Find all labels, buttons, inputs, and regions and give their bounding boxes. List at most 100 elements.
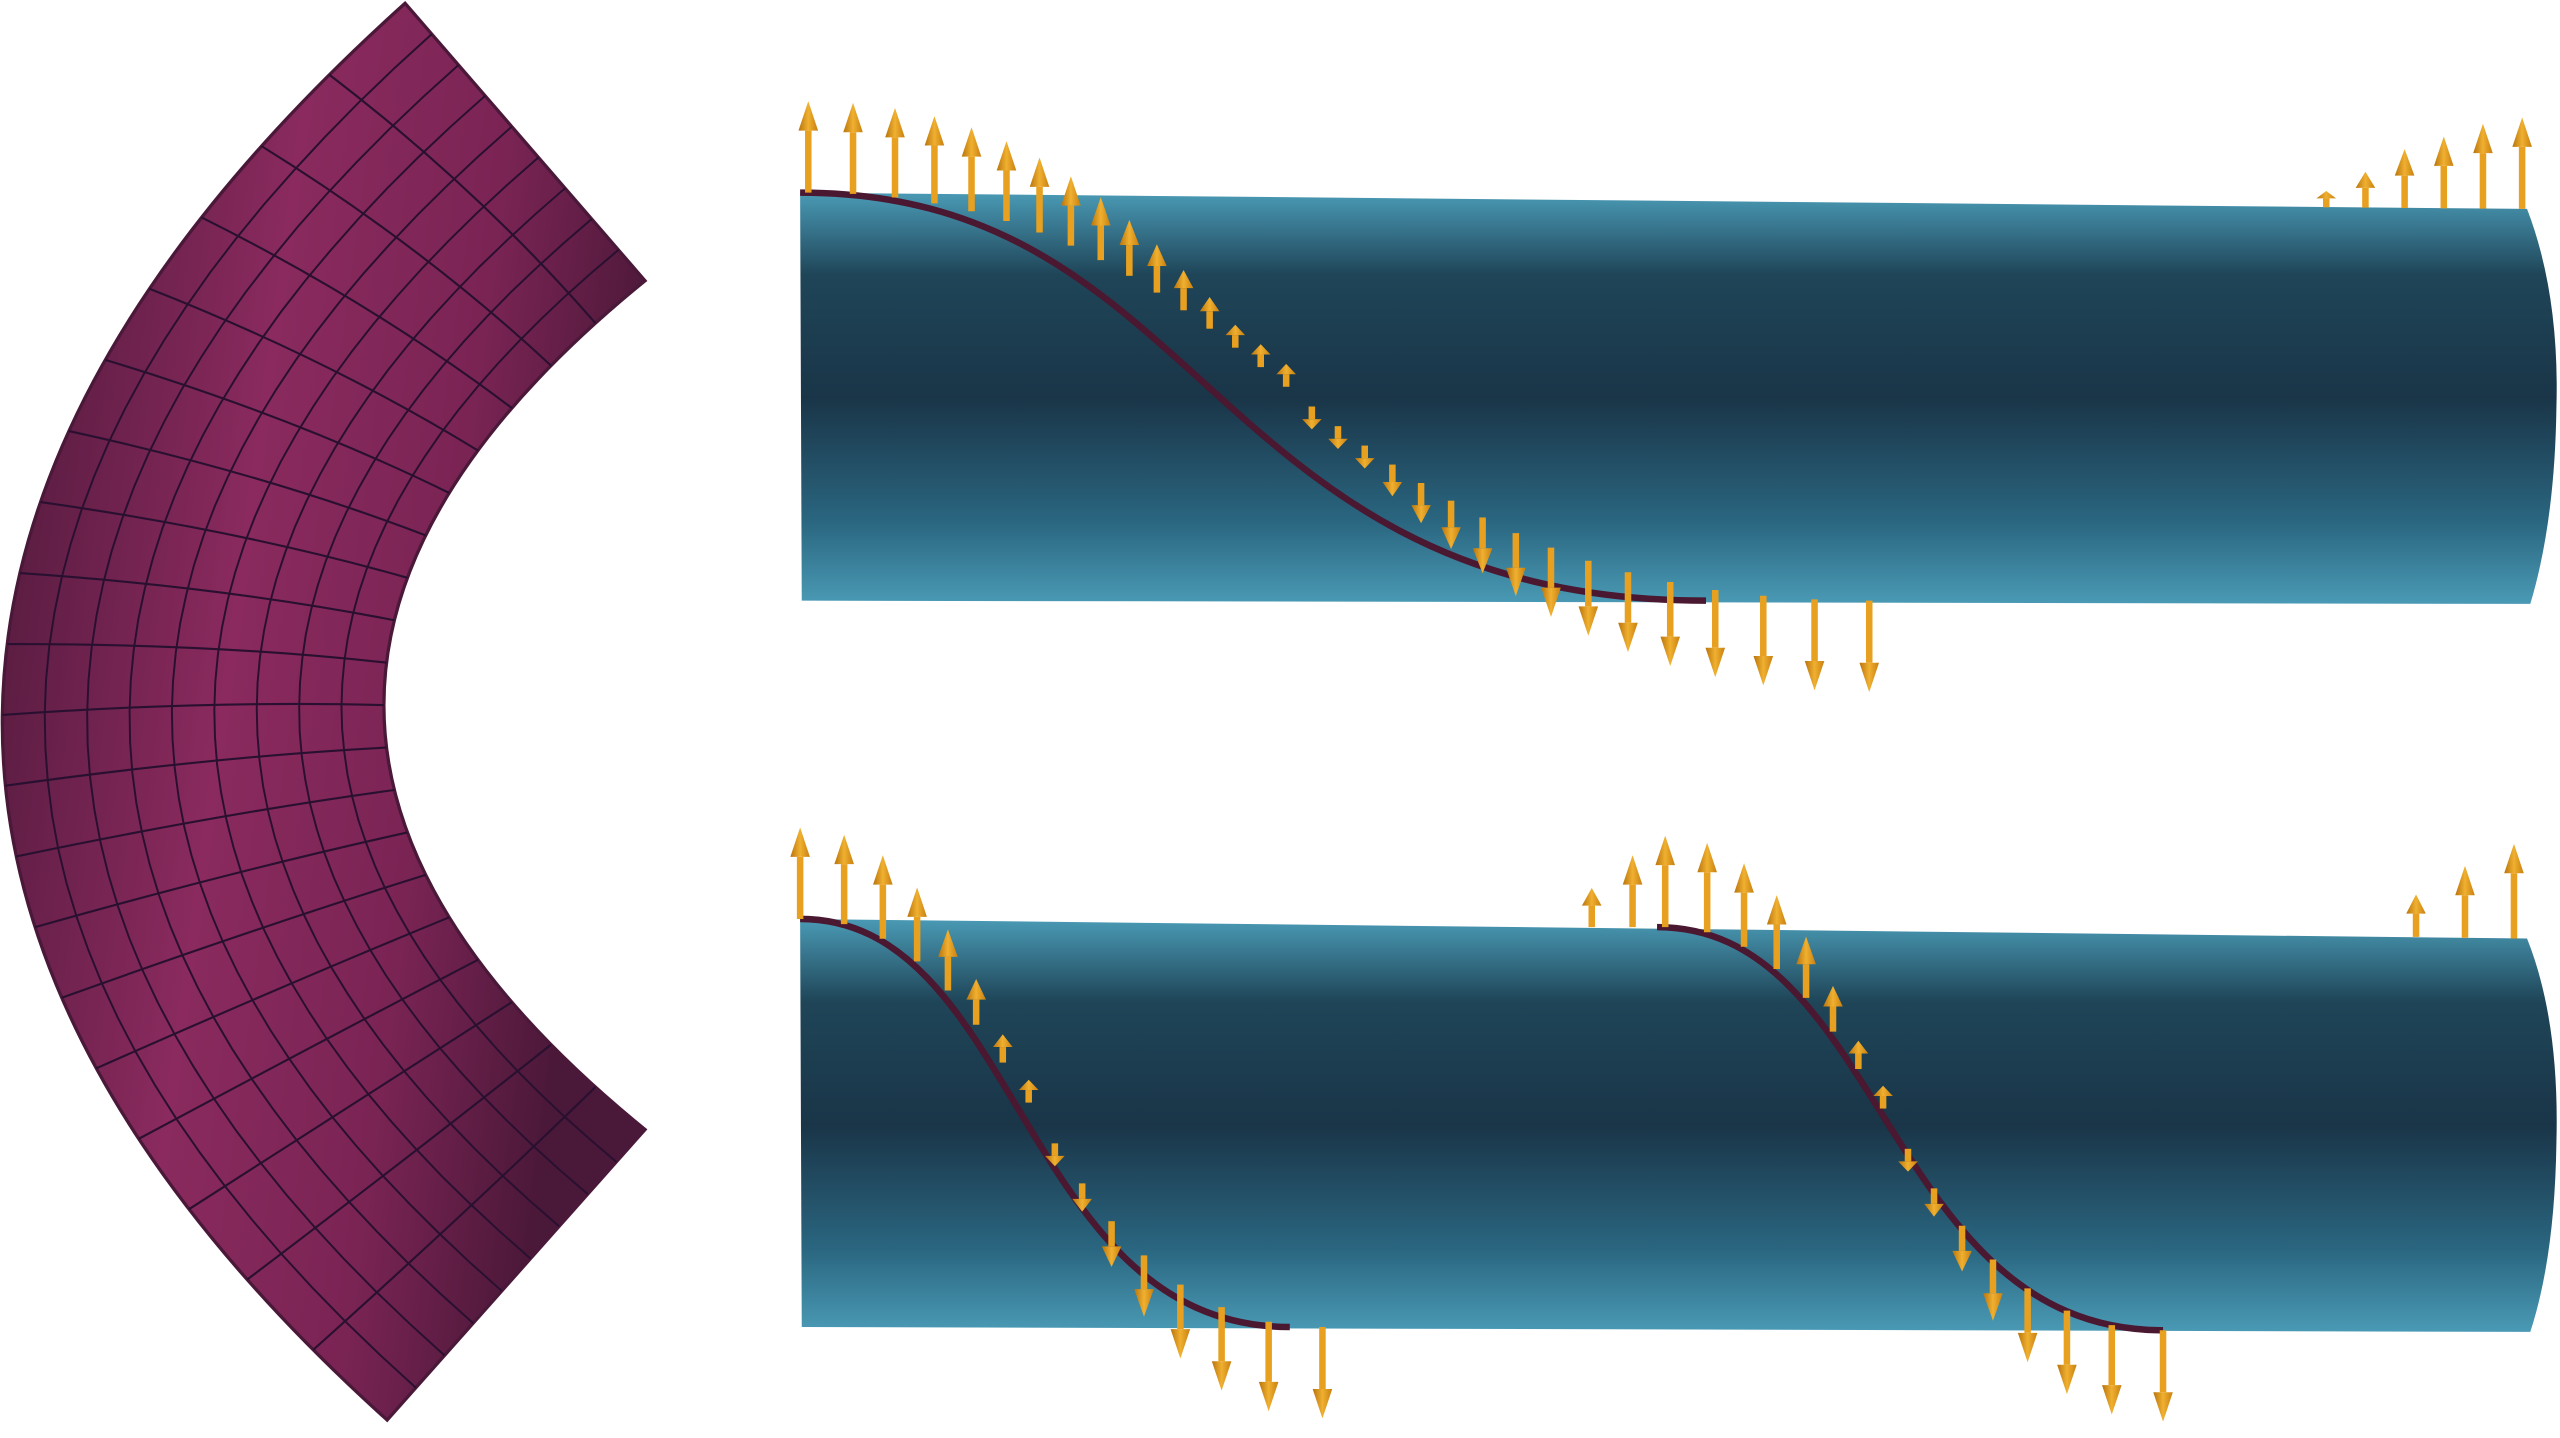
arrow-down-icon: [1134, 1289, 1154, 1317]
arrow-up-icon: [1622, 855, 1643, 885]
arrow-up-icon: [843, 102, 863, 133]
grid-line: [298, 218, 593, 1195]
arrow-up-icon: [1697, 842, 1717, 873]
arrow-up-icon: [1199, 296, 1220, 312]
arrow-down-icon: [1382, 482, 1403, 497]
seam-curve: [1657, 923, 2164, 1334]
arrow-up-icon: [834, 834, 854, 865]
arrow-down-icon: [2101, 1385, 2122, 1415]
seam-curve: [800, 915, 1290, 1331]
arrow-up-icon: [798, 101, 819, 131]
grid-line: [170, 125, 513, 1292]
arrow-down-icon: [1660, 636, 1681, 667]
grid-ring: [328, 73, 597, 324]
arrow-up-icon: [1250, 344, 1271, 355]
arrow-down-icon: [1541, 587, 1561, 617]
arrow-up-icon: [2355, 171, 2376, 188]
arrow-down-icon: [1952, 1250, 1972, 1272]
arrow-down-icon: [1045, 1155, 1065, 1167]
arrow-down-icon: [1312, 1389, 1333, 1419]
arrow-up-icon: [966, 979, 986, 1000]
arrow-up-icon: [1147, 244, 1167, 267]
arrow-up-icon: [1225, 324, 1246, 336]
arrow-up-icon: [992, 1034, 1013, 1048]
arrow-up-icon: [1061, 176, 1081, 206]
grid-ring: [61, 873, 427, 999]
grid-ring: [246, 1043, 552, 1281]
arrow-field: [798, 101, 2532, 693]
grid-ring: [40, 501, 408, 579]
grid-ring: [34, 831, 408, 929]
arrow-up-icon: [938, 929, 958, 957]
cylinder-top: [798, 101, 2557, 693]
grid-line: [340, 249, 620, 1163]
arrow-up-icon: [2406, 894, 2426, 914]
arrow-up-icon: [1655, 835, 1676, 866]
arrow-up-icon: [2394, 149, 2415, 176]
arrow-up-icon: [2504, 843, 2524, 874]
arrow-up-icon: [1090, 197, 1111, 226]
grid-line: [213, 156, 540, 1260]
arrow-up-icon: [1173, 270, 1194, 289]
arrow-up-icon: [2316, 190, 2337, 199]
arrow-down-icon: [1578, 606, 1599, 636]
grid-line: [128, 95, 486, 1324]
arrow-down-icon: [1705, 647, 1726, 678]
arrow-up-icon: [924, 116, 945, 146]
bent-tube: [0, 0, 648, 1423]
seam-curves: [800, 915, 2164, 1334]
grid-ring: [104, 358, 450, 494]
arrow-up-icon: [1873, 1085, 1893, 1096]
arrow-up-icon: [2455, 865, 2475, 896]
arrow-up-icon: [907, 887, 927, 917]
arrow-down-icon: [1411, 505, 1431, 524]
grid-ring: [261, 145, 552, 367]
arrow-up-icon: [996, 141, 1017, 171]
arrow-up-icon: [1276, 363, 1296, 375]
arrow-down-icon: [1898, 1161, 1918, 1172]
arrow-up-icon: [2512, 117, 2532, 147]
cylinder-body: [800, 918, 2557, 1332]
grid-ring: [312, 1086, 597, 1351]
arrow-down-icon: [1170, 1329, 1191, 1359]
arrow-up-icon: [961, 127, 982, 157]
grid-ring: [95, 916, 450, 1070]
arrow-down-icon: [1211, 1361, 1232, 1391]
grid-ring: [19, 572, 395, 622]
grid-ring: [7, 642, 387, 664]
arrow-up-icon: [1848, 1040, 1869, 1054]
arrow-up-icon: [885, 107, 905, 138]
arrow-up-icon: [1766, 895, 1787, 925]
grid-line: [255, 187, 566, 1228]
arrow-down-icon: [1258, 1381, 1279, 1412]
arrow-up-icon: [1823, 985, 1843, 1007]
arrow-down-icon: [1859, 662, 1880, 693]
grid-ring: [16, 788, 395, 858]
arrow-down-icon: [1328, 438, 1348, 450]
arrow-up-icon: [2433, 136, 2454, 166]
arrow-down-icon: [1354, 458, 1375, 469]
grid-ring: [2, 702, 384, 716]
arrow-down-icon: [1983, 1293, 2003, 1321]
grid-line: [86, 64, 460, 1357]
arrow-up-icon: [1796, 936, 1816, 965]
arrow-up-icon: [1018, 1079, 1039, 1091]
arrow-down-icon: [1618, 622, 1638, 653]
cylinder-body: [800, 192, 2557, 604]
arrow-down-icon: [2017, 1332, 2038, 1363]
arrow-up-icon: [2473, 123, 2493, 154]
arrow-down-icon: [1101, 1246, 1122, 1267]
arrow-down-icon: [2153, 1392, 2173, 1422]
arrow-up-icon: [873, 855, 893, 885]
grid-ring: [138, 958, 479, 1140]
arrow-up-icon: [1029, 157, 1050, 187]
arrow-down-icon: [1804, 660, 1825, 691]
arrow-field: [790, 827, 2524, 1422]
grid-ring: [188, 1001, 513, 1211]
arrow-down-icon: [1441, 527, 1461, 550]
arrow-down-icon: [1506, 567, 1526, 597]
cylinder-bottom: [790, 827, 2557, 1422]
arrow-down-icon: [2057, 1364, 2077, 1395]
grid-line: [43, 33, 433, 1389]
